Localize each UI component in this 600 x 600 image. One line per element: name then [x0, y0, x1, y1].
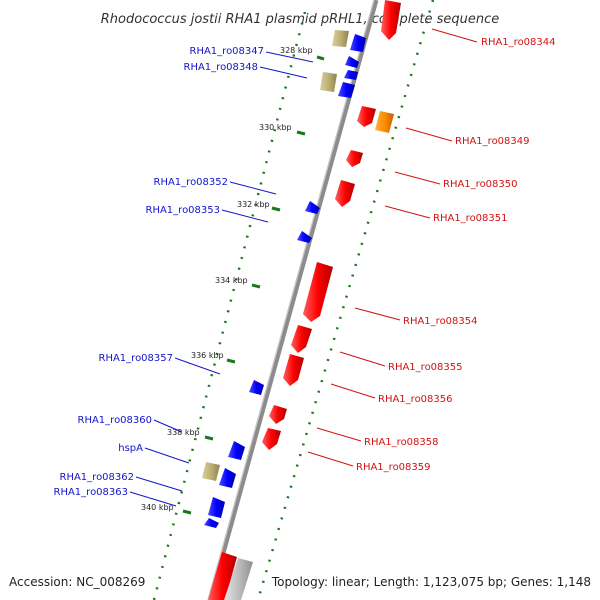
gene-hspA[interactable]: [202, 462, 220, 481]
gene-ro08358-a[interactable]: [269, 405, 287, 424]
gene-ro08355[interactable]: [291, 325, 312, 353]
sequence-stats: Topology: linear; Length: 1,123,075 bp; …: [271, 575, 591, 589]
label-ro08351[interactable]: RHA1_ro08351: [433, 213, 508, 224]
label-ro08344[interactable]: RHA1_ro08344: [481, 37, 556, 48]
gene-ro08348-khaki[interactable]: [320, 72, 337, 92]
gene-ro08349-orange[interactable]: [375, 111, 394, 133]
kbp-label-338: 338 kbp: [167, 428, 200, 437]
label-ro08358[interactable]: RHA1_ro08358: [364, 437, 439, 448]
gene-ro08352[interactable]: [305, 201, 320, 214]
gene-ro08347-khaki[interactable]: [332, 30, 349, 47]
label-ro08347[interactable]: RHA1_ro08347: [190, 46, 265, 57]
forward-features: [208, 0, 401, 600]
kbp-label-340: 340 kbp: [141, 503, 174, 512]
label-ro08362[interactable]: RHA1_ro08362: [60, 472, 135, 483]
gene-ro08354[interactable]: [303, 262, 333, 322]
kbp-label-334: 334 kbp: [215, 276, 248, 285]
gene-ro08360[interactable]: [228, 441, 245, 460]
label-ro08359[interactable]: RHA1_ro08359: [356, 462, 431, 473]
kbp-label-330: 330 kbp: [259, 123, 292, 132]
gene-ro08356[interactable]: [283, 354, 304, 386]
label-ro08348[interactable]: RHA1_ro08348: [184, 62, 259, 73]
label-ro08356[interactable]: RHA1_ro08356: [378, 394, 453, 405]
backbone-line: [207, 0, 379, 600]
kbp-ticks: [182, 55, 325, 515]
tick-track-left: [152, 11, 307, 600]
gene-ro08348[interactable]: [338, 82, 355, 98]
gene-ro08363-a[interactable]: [208, 497, 225, 518]
gene-ro08347[interactable]: [350, 34, 366, 52]
kbp-label-332: 332 kbp: [237, 200, 270, 209]
gene-ro08348-a[interactable]: [345, 56, 359, 68]
gene-bottom-grey[interactable]: [224, 558, 253, 600]
leader-lines-left: [129, 51, 314, 507]
gene-ro08349[interactable]: [357, 106, 376, 127]
backbone-highlight: [207, 0, 375, 600]
gene-ro08362[interactable]: [219, 468, 236, 488]
gene-ro08357[interactable]: [249, 380, 264, 395]
gene-ro08353[interactable]: [297, 231, 312, 243]
label-ro08355[interactable]: RHA1_ro08355: [388, 362, 463, 373]
gene-ro08363-b[interactable]: [204, 518, 219, 528]
gene-ro08344[interactable]: [381, 0, 401, 40]
label-ro08349[interactable]: RHA1_ro08349: [455, 136, 530, 147]
label-ro08354[interactable]: RHA1_ro08354: [403, 316, 478, 327]
accession-text: Accession: NC_008269: [9, 575, 145, 589]
label-ro08352[interactable]: RHA1_ro08352: [154, 177, 229, 188]
label-ro08363[interactable]: RHA1_ro08363: [54, 487, 129, 498]
gene-ro08350[interactable]: [346, 150, 363, 167]
gene-ro08351[interactable]: [335, 180, 355, 207]
label-ro08360[interactable]: RHA1_ro08360: [78, 415, 153, 426]
gene-ro08348-b[interactable]: [344, 70, 358, 80]
reverse-features: [202, 30, 366, 528]
label-ro08353[interactable]: RHA1_ro08353: [146, 205, 221, 216]
label-ro08350[interactable]: RHA1_ro08350: [443, 179, 518, 190]
kbp-label-336: 336 kbp: [191, 351, 224, 360]
leader-lines-right: [307, 28, 478, 467]
kbp-label-328: 328 kbp: [280, 46, 313, 55]
label-ro08357[interactable]: RHA1_ro08357: [99, 353, 174, 364]
gene-ro08358[interactable]: [262, 428, 281, 450]
map-title: Rhodococcus jostii RHA1 plasmid pRHL1, c…: [101, 12, 499, 27]
gene-bottom-red[interactable]: [208, 552, 237, 600]
label-hspA[interactable]: hspA: [118, 443, 143, 454]
